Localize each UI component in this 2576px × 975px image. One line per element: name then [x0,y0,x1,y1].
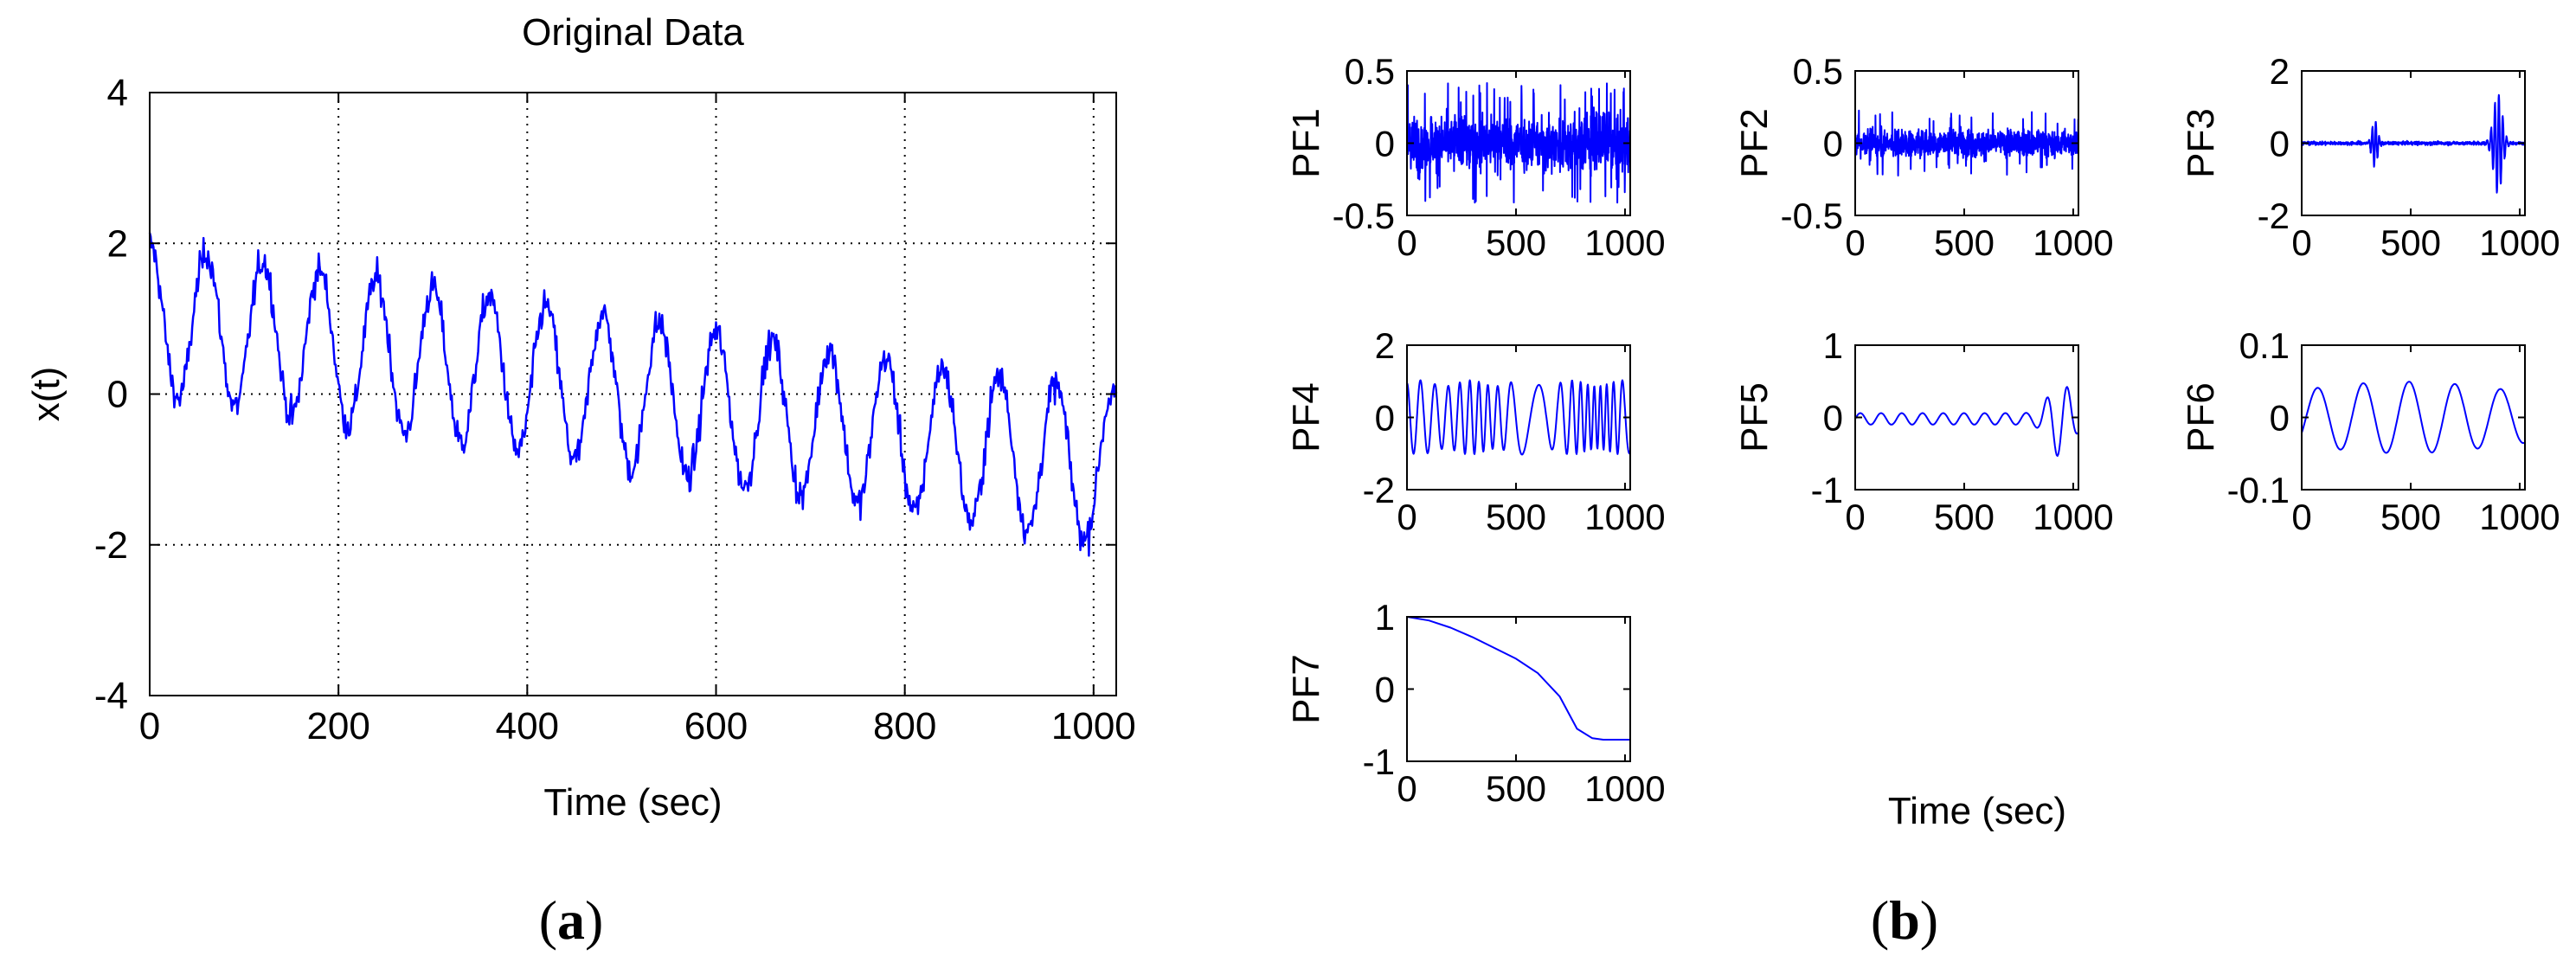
pf7-ytick-label: 1 [1375,597,1395,638]
pf5-ytick-label: 0 [1823,398,1843,439]
pf5-xtick-label: 500 [1934,497,1995,537]
pf6-axes-frame [2301,344,2526,491]
original-xtick-label: 400 [496,705,559,747]
pf3-ytick-label: 2 [2270,51,2290,92]
original-series-line [148,232,1118,557]
original-ytick-label: -4 [94,675,128,717]
pf6-ylabel: PF6 [2180,382,2222,452]
pf1-ytick-label: 0 [1375,124,1395,164]
pf3-ytick-label: -2 [2258,196,2290,236]
pf7-ytick-label: 0 [1375,670,1395,710]
pf7-ylabel: PF7 [1285,654,1327,724]
original-ytick-label: 2 [107,222,128,265]
pf2-xtick-label: 1000 [2033,222,2113,263]
pf2-ytick-label: 0 [1823,124,1843,164]
pf7-xtick-label: 500 [1486,768,1546,809]
pf5-xtick-label: 0 [1845,497,1865,537]
caption-a: (a) [539,889,604,951]
panel-b-shared-xlabel: Time (sec) [1888,790,2066,832]
pf5-plot-area [1855,386,2078,457]
pf1-xtick-label: 500 [1486,222,1546,263]
pf4-ytick-label: 0 [1375,398,1395,439]
pf1-ytick-label: -0.5 [1333,196,1395,236]
pf2-xtick-label: 500 [1934,222,1995,263]
pf2-ylabel: PF2 [1733,108,1776,178]
pf1-xtick-label: 0 [1397,222,1416,263]
pf6-series-line [2302,381,2525,454]
pf1-ytick-label: 0.5 [1345,51,1395,92]
pf7-ytick-label: -1 [1363,741,1395,782]
caption-b: (b) [1871,889,1938,951]
pf3-xtick-label: 0 [2291,222,2311,263]
pf4-plot-area [1407,379,1630,456]
pf5-ytick-label: 1 [1823,325,1843,366]
original-ytick-label: -2 [94,524,128,567]
pf4-ytick-label: -2 [1363,470,1395,510]
pf5-series-line [1855,386,2078,457]
pf5-axes-frame [1854,344,2079,491]
pf2-plot-area [1855,109,2078,176]
pf1-xtick-label: 1000 [1584,222,1665,263]
original-ytick-label: 4 [107,72,128,114]
original-xlabel: Time (sec) [543,781,722,824]
pf4-xtick-label: 0 [1397,497,1416,537]
pf1-series-line [1407,82,1630,204]
original-ytick-label: 0 [107,374,128,416]
original-xtick-label: 800 [873,705,936,747]
pf2-xtick-label: 0 [1845,222,1865,263]
pf4-ylabel: PF4 [1285,382,1327,452]
pf7-plot-area [1407,617,1630,741]
original-xtick-label: 1000 [1051,705,1136,747]
pf4-xtick-label: 1000 [1584,497,1665,537]
pf6-xtick-label: 1000 [2479,497,2560,537]
pf3-xtick-label: 1000 [2479,222,2560,263]
pf4-ytick-label: 2 [1375,325,1395,366]
caption-a-letter: a [557,889,585,951]
pf3-ylabel: PF3 [2180,108,2222,178]
pf6-ytick-label: 0 [2270,398,2290,439]
pf7-xtick-label: 0 [1397,768,1416,809]
pf5-ylabel: PF5 [1733,382,1776,452]
pf6-xtick-label: 0 [2291,497,2311,537]
pf6-ytick-label: 0.1 [2239,325,2290,366]
pf2-ytick-label: -0.5 [1781,196,1843,236]
pf5-xtick-label: 1000 [2033,497,2113,537]
pf4-xtick-label: 500 [1486,497,1546,537]
pf4-series-line [1407,379,1630,456]
pf1-plot-area [1407,82,1630,204]
pf1-ylabel: PF1 [1285,108,1327,178]
pf7-series-line [1407,617,1630,741]
original-title: Original Data [522,11,744,54]
original-xtick-label: 200 [306,705,369,747]
pf6-plot-area [2302,381,2525,454]
original-xtick-label: 0 [139,705,160,747]
pf4-axes-frame [1406,344,1631,491]
pf7-xtick-label: 1000 [1584,768,1665,809]
pf3-xtick-label: 500 [2380,222,2441,263]
original-ylabel: x(t) [25,367,67,422]
original-xtick-label: 600 [684,705,748,747]
pf2-ytick-label: 0.5 [1793,51,1843,92]
pf5-ytick-label: -1 [1811,470,1843,510]
pf6-xtick-label: 500 [2380,497,2441,537]
pf3-ytick-label: 0 [2270,124,2290,164]
pf2-series-line [1855,109,2078,176]
pf3-plot-area [2302,93,2525,194]
pf3-series-line [2302,93,2525,194]
caption-b-letter: b [1889,889,1920,951]
panel-a-original-data-chart: 0 200 400 600 800 1000 -4 -2 0 2 4 Original Data Tim… [25,11,1136,824]
pf6-ytick-label: -0.1 [2227,470,2290,510]
